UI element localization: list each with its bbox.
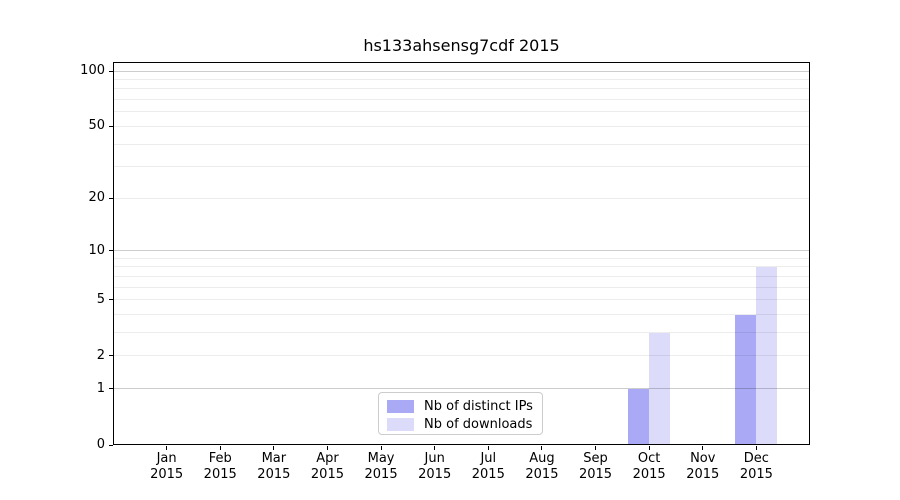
gridline-major-100 [114,70,810,72]
ytick-label-0: 0 [96,437,105,452]
xtick-year: 2015 [364,467,398,482]
gridline-minor-60 [114,111,810,113]
xtick-label-jun: Jun 2015 [407,451,463,483]
gridline-minor-9 [114,257,810,259]
ytick-label-2: 2 [96,347,105,363]
ytick-label-1: 1 [96,380,105,396]
xtick-mark-feb [219,446,221,450]
ytick-label-100: 100 [80,63,105,79]
xtick-mark-aug [541,446,543,450]
xtick-label-may: May 2015 [353,451,409,483]
legend: Nb of distinct IPs Nb of downloads [378,392,543,435]
ytick-mark-5 [109,299,113,301]
xtick-year: 2015 [150,467,184,482]
xtick-month: Aug [529,451,555,466]
legend-swatch-downloads [387,417,414,431]
gridline-minor-7 [114,276,810,278]
gridline-minor-80 [114,88,810,90]
bar-distinct-ips-oct [628,388,650,444]
gridline-minor-20 [114,197,810,199]
xtick-year: 2015 [471,467,505,482]
gridline-major-10 [114,250,810,252]
xtick-month: Feb [208,451,232,466]
xtick-label-feb: Feb 2015 [192,451,248,483]
bar-distinct-ips-dec [735,314,757,444]
legend-label-distinct-ips: Nb of distinct IPs [424,398,533,414]
ytick-label-10: 10 [88,242,105,258]
xtick-label-sep: Sep 2015 [568,451,624,483]
legend-item-downloads: Nb of downloads [379,415,542,433]
legend-label-downloads: Nb of downloads [424,416,533,432]
xtick-month: May [367,451,395,466]
chart-title: hs133ahsensg7cdf 2015 [363,36,560,55]
xtick-mark-oct [648,446,650,450]
xtick-mark-nov [702,446,704,450]
xtick-mark-jul [487,446,489,450]
ytick-mark-1 [109,388,113,390]
xtick-year: 2015 [418,467,452,482]
xtick-label-apr: Apr 2015 [299,451,355,483]
gridline-minor-2 [114,355,810,357]
xtick-month: Jan [156,451,177,466]
bar-downloads-dec [756,266,778,444]
xtick-year: 2015 [686,467,720,482]
xtick-label-jan: Jan 2015 [139,451,195,483]
gridline-minor-3 [114,332,810,334]
xtick-year: 2015 [203,467,237,482]
xtick-mark-sep [595,446,597,450]
xtick-mark-apr [326,446,328,450]
xtick-mark-jan [166,446,168,450]
gridline-minor-50 [114,125,810,127]
gridline-minor-90 [114,79,810,81]
ytick-mark-100 [109,70,113,72]
xtick-month: Sep [583,451,608,466]
gridline-minor-6 [114,286,810,288]
xtick-mark-may [380,446,382,450]
xtick-year: 2015 [257,467,291,482]
xtick-year: 2015 [525,467,559,482]
xtick-year: 2015 [578,467,613,482]
xtick-label-aug: Aug 2015 [514,451,570,483]
xtick-label-dec: Dec 2015 [728,451,784,483]
xtick-month: Oct [637,451,661,466]
ytick-mark-0 [109,444,113,446]
xtick-label-nov: Nov 2015 [675,451,731,483]
ytick-mark-20 [109,197,113,199]
gridline-minor-5 [114,299,810,301]
ytick-label-5: 5 [96,291,105,307]
xtick-month: Nov [690,451,716,466]
legend-swatch-distinct-ips [387,399,414,413]
xtick-year: 2015 [632,467,666,482]
gridline-minor-30 [114,166,810,168]
gridline-minor-8 [114,266,810,268]
xtick-mark-mar [273,446,275,450]
xtick-label-mar: Mar 2015 [246,451,302,483]
xtick-mark-dec [755,446,757,450]
xtick-label-jul: Jul 2015 [460,451,516,483]
xtick-label-oct: Oct 2015 [621,451,677,483]
ytick-label-20: 20 [88,190,105,206]
xtick-month: Apr [316,451,339,466]
xtick-month: Jul [480,451,497,466]
xtick-month: Jun [424,451,445,466]
ytick-mark-10 [109,250,113,252]
xtick-month: Mar [261,451,287,466]
legend-item-distinct-ips: Nb of distinct IPs [379,397,542,415]
gridline-major-1 [114,388,810,390]
xtick-mark-jun [434,446,436,450]
ytick-mark-2 [109,355,113,357]
gridline-minor-40 [114,143,810,145]
xtick-month: Dec [743,451,769,466]
ytick-label-50: 50 [88,118,105,134]
xtick-year: 2015 [310,467,344,482]
ytick-mark-50 [109,125,113,127]
gridline-minor-4 [114,314,810,316]
xtick-year: 2015 [739,467,773,482]
bar-downloads-oct [649,332,671,444]
gridline-minor-70 [114,99,810,101]
